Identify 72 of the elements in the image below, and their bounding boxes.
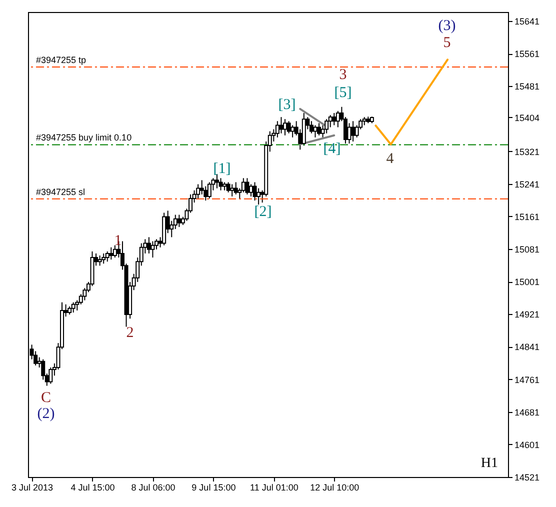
candlestick <box>146 236 151 254</box>
x-tick-label: 8 Jul 06:00 <box>131 482 176 492</box>
annotation: C <box>40 390 52 406</box>
y-tick-label: 15321 <box>514 146 540 157</box>
annotation: (2) <box>37 406 55 422</box>
candlestick <box>351 120 356 142</box>
candlestick <box>207 182 212 199</box>
y-tick-label: 15241 <box>514 179 540 190</box>
y-tick-label: 14841 <box>514 342 540 352</box>
y-tick-label: 15081 <box>514 244 540 254</box>
x-tick-label: 11 Jul 01:00 <box>250 482 298 492</box>
annotation: 4 <box>386 151 394 167</box>
annotation: 3 <box>339 67 347 83</box>
candlestick <box>279 116 284 134</box>
ref-line-label: #3947255 buy limit 0.10 <box>36 132 132 143</box>
candlestick <box>309 120 314 134</box>
candlestick <box>336 110 340 128</box>
y-tick-label: 15404 <box>514 112 540 123</box>
candlestick <box>275 120 280 138</box>
candlestick <box>112 244 117 258</box>
x-tick-label: 3 Jul 2013 <box>12 482 54 492</box>
candlestick <box>313 124 318 138</box>
x-tick-label: 9 Jul 15:00 <box>192 482 236 492</box>
annotation: [1] <box>213 161 231 177</box>
candlestick <box>196 184 200 199</box>
candlestick <box>286 120 291 134</box>
candlestick <box>214 174 219 189</box>
x-tick-label: 4 Jul 15:00 <box>70 482 115 492</box>
candlestick <box>324 118 329 134</box>
candlestick <box>245 178 250 195</box>
candlestick <box>150 240 155 258</box>
candlestick <box>218 178 223 191</box>
candlestick <box>290 124 295 138</box>
y-tick-label: 14761 <box>514 374 540 385</box>
candlestick <box>105 250 110 262</box>
candlestick <box>226 182 230 193</box>
candlestick <box>283 118 288 136</box>
candlestick <box>230 184 234 197</box>
y-tick-label: 14601 <box>514 440 540 450</box>
y-tick-label: 14921 <box>514 310 540 320</box>
candlestick <box>234 182 238 195</box>
y-tick-label: 15001 <box>514 277 540 288</box>
annotation: 1 <box>114 233 122 249</box>
annotation: H1 <box>480 456 498 471</box>
candlestick <box>347 122 352 144</box>
annotation: [5] <box>334 85 352 101</box>
candlestick <box>98 254 102 266</box>
candlestick <box>256 188 261 206</box>
annotation: [3] <box>278 97 296 113</box>
ref-line-label: #3947255 tp <box>36 54 86 65</box>
y-tick-label: 15641 <box>514 16 540 26</box>
y-tick-label: 15561 <box>514 49 540 60</box>
y-tick-label: 14521 <box>514 472 540 482</box>
ref-line-label: #3947255 sl <box>36 186 86 197</box>
x-tick-label: 12 Jul 10:00 <box>310 482 360 492</box>
candlestick <box>48 366 53 384</box>
candlestick <box>71 302 76 313</box>
y-tick-label: 14681 <box>514 407 540 418</box>
candlestick <box>109 246 114 260</box>
annotation: (3) <box>438 18 456 34</box>
annotation: 5 <box>443 35 451 51</box>
annotation: [4] <box>323 141 341 157</box>
candlestick <box>177 214 182 228</box>
candlestick <box>248 184 253 197</box>
candlestick <box>317 122 322 136</box>
candlestick <box>102 252 106 264</box>
y-tick-label: 15161 <box>514 212 540 222</box>
candlestick <box>252 182 257 202</box>
candlestick <box>332 112 336 126</box>
annotation: 2 <box>126 325 134 341</box>
annotation: [2] <box>254 204 272 220</box>
y-tick-label: 15481 <box>514 82 540 92</box>
